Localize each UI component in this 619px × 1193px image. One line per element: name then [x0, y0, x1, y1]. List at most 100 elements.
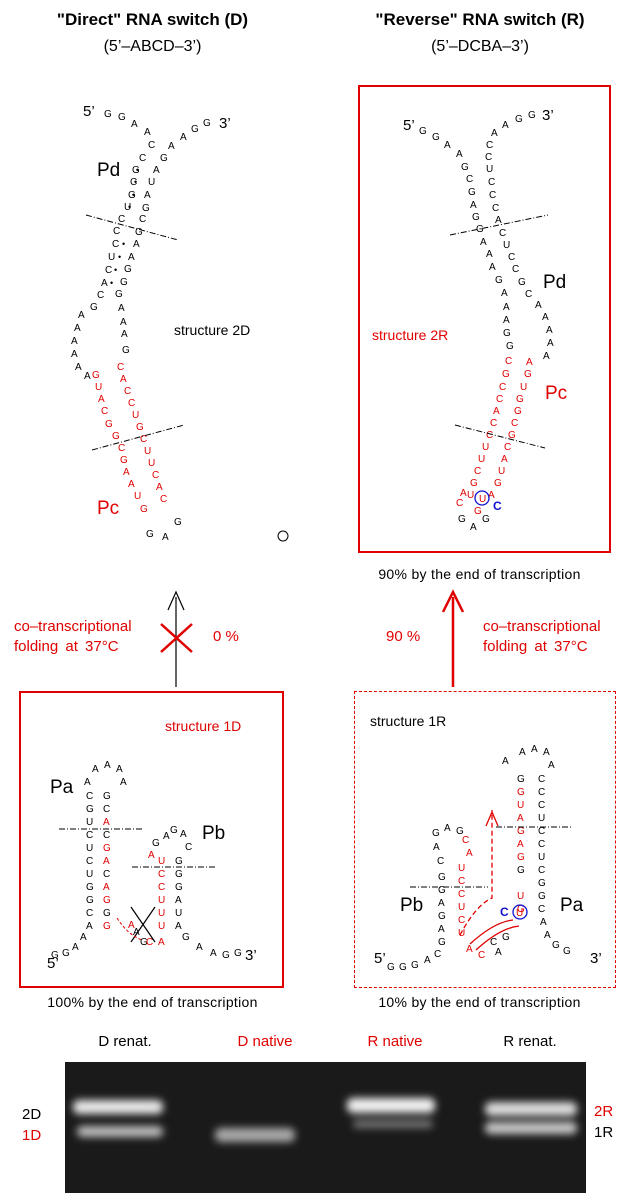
svg-text:C: C — [112, 239, 119, 250]
svg-text:G: G — [128, 190, 136, 201]
svg-text:G: G — [476, 224, 484, 235]
svg-text:G: G — [472, 212, 480, 223]
svg-text:U: U — [503, 240, 510, 251]
svg-text:A: A — [175, 921, 182, 932]
svg-text:A: A — [116, 764, 123, 775]
svg-text:A: A — [535, 300, 542, 311]
svg-text:A: A — [75, 362, 82, 373]
svg-text:C: C — [148, 140, 155, 151]
svg-text:C: C — [113, 226, 120, 237]
svg-text:G: G — [524, 369, 532, 380]
svg-text:A: A — [495, 215, 502, 226]
svg-text:G: G — [503, 328, 511, 339]
svg-text:G: G — [432, 828, 440, 839]
svg-text:A: A — [103, 882, 110, 893]
svg-text:C: C — [474, 466, 481, 477]
percent-right: 90 % — [386, 628, 421, 645]
svg-text:G: G — [132, 165, 140, 176]
svg-text:C: C — [458, 889, 465, 900]
svg-text:A: A — [71, 349, 78, 360]
svg-text:G: G — [399, 962, 407, 973]
svg-text:G: G — [118, 112, 126, 123]
arrow-right-success — [441, 589, 465, 687]
folding-label-right: co–transcriptional folding at 37°C — [483, 617, 618, 657]
five-prime-2r: 5’ — [403, 117, 415, 134]
gel-band-1d-label: 1D — [22, 1127, 42, 1144]
svg-text:G: G — [438, 885, 446, 896]
svg-text:C: C — [105, 265, 112, 276]
svg-text:A: A — [120, 317, 127, 328]
structure-1r-label: structure 1R — [370, 713, 447, 729]
svg-text:G: G — [474, 506, 482, 517]
svg-text:C: C — [538, 800, 545, 811]
svg-text:U: U — [486, 164, 493, 175]
svg-text:C: C — [538, 774, 545, 785]
svg-text:A: A — [544, 930, 551, 941]
arrow-left-blocked — [160, 590, 193, 687]
svg-text:G: G — [86, 804, 94, 815]
svg-text:G: G — [203, 118, 211, 129]
svg-text:A: A — [74, 323, 81, 334]
svg-text:A: A — [470, 200, 477, 211]
svg-text:A: A — [546, 325, 553, 336]
gel-lane-d-renat: D renat. — [98, 1033, 152, 1050]
svg-text:G: G — [120, 455, 128, 466]
caption-r-top: 90% by the end of transcription — [378, 566, 581, 582]
svg-text:U: U — [158, 856, 165, 867]
svg-text:C: C — [525, 289, 532, 300]
svg-text:A: A — [433, 842, 440, 853]
svg-text:A: A — [491, 128, 498, 139]
svg-text:C: C — [538, 865, 545, 876]
structure-1d-box — [19, 691, 284, 988]
svg-text:C: C — [538, 904, 545, 915]
svg-text:U: U — [516, 908, 523, 919]
svg-text:A: A — [196, 942, 203, 953]
svg-text:A: A — [103, 856, 110, 867]
svg-text:C: C — [478, 950, 485, 961]
svg-text:A: A — [531, 744, 538, 755]
svg-text:A: A — [438, 924, 445, 935]
svg-text:C: C — [185, 842, 192, 853]
svg-text:G: G — [506, 341, 514, 352]
svg-text:C: C — [86, 791, 93, 802]
svg-text:C: C — [458, 915, 465, 926]
svg-text:C: C — [101, 406, 108, 417]
svg-text:C: C — [86, 908, 93, 919]
structure-2d-drawing: G GA ACC GCG UCC CUC ACG AAA AAA GGA AGA … — [71, 109, 289, 543]
svg-text:C: C — [485, 152, 492, 163]
svg-text:A: A — [180, 829, 187, 840]
svg-text:•: • — [118, 252, 121, 262]
svg-text:A: A — [543, 747, 550, 758]
svg-text:C: C — [146, 937, 153, 948]
direct-title: "Direct" RNA switch (D) — [56, 10, 249, 29]
svg-text:G: G — [470, 478, 478, 489]
svg-text:U: U — [498, 466, 505, 477]
svg-text:U: U — [458, 902, 465, 913]
three-prime-1d: 3’ — [245, 947, 257, 964]
svg-text:A: A — [78, 310, 85, 321]
svg-text:A: A — [71, 336, 78, 347]
svg-text:•: • — [132, 190, 135, 200]
svg-text:A: A — [444, 823, 451, 834]
svg-text:G: G — [103, 921, 111, 932]
svg-text:A: A — [526, 357, 533, 368]
helix-pb-right: Pb — [400, 895, 424, 916]
svg-text:A: A — [162, 532, 169, 543]
five-prime-1r: 5’ — [374, 950, 386, 967]
svg-text:G: G — [517, 852, 525, 863]
svg-text:G: G — [387, 962, 395, 973]
svg-text:C: C — [152, 470, 159, 481]
svg-text:G: G — [51, 950, 59, 961]
helix-pb-left: Pb — [202, 823, 226, 844]
svg-text:G: G — [515, 114, 523, 125]
svg-text:C: C — [158, 882, 165, 893]
svg-text:G: G — [122, 345, 130, 356]
svg-text:•: • — [128, 202, 131, 212]
svg-text:G: G — [517, 787, 525, 798]
svg-text:G: G — [175, 856, 183, 867]
svg-text:A: A — [101, 278, 108, 289]
svg-text:A: A — [175, 895, 182, 906]
percent-left: 0 % — [213, 628, 239, 645]
svg-text:C: C — [158, 869, 165, 880]
